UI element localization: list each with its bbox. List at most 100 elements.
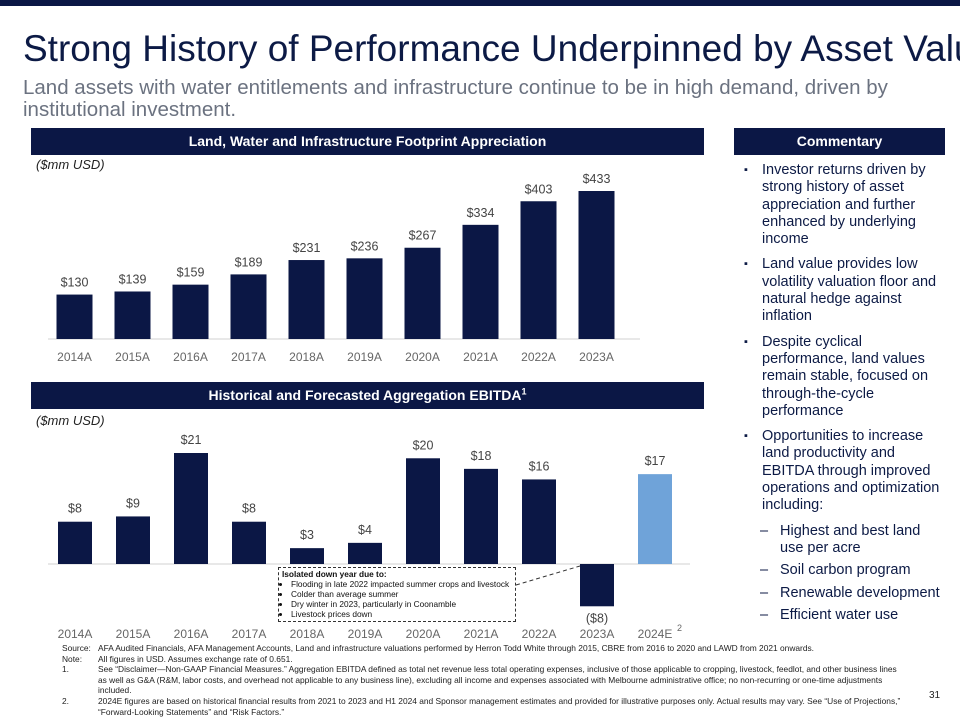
chart2-tick-label: 2022A — [522, 627, 557, 641]
chart2-bar — [116, 516, 150, 564]
chart2-tick-label: 2023A — [580, 627, 615, 641]
footnote-source: Source: AFA Audited Financials, AFA Manag… — [62, 643, 814, 653]
chart1-bar — [172, 284, 209, 339]
chart1-data-label: $236 — [351, 239, 379, 253]
commentary-title: Commentary — [796, 133, 883, 149]
chart2-data-label: $8 — [242, 502, 256, 516]
commentary-bullet: Land value provides low volatility valua… — [742, 256, 947, 325]
chart1-data-label: $159 — [177, 266, 205, 280]
chart2-bar — [290, 548, 324, 564]
chart1-data-label: $139 — [119, 272, 147, 286]
chart1-bar — [56, 294, 93, 339]
chart1: $130 2014A $139 2015A $159 2016A $189 2017A $231… — [48, 172, 640, 364]
chart1-data-label: $433 — [583, 172, 611, 186]
chart1-tick-label: 2018A — [289, 350, 324, 364]
chart2-data-label: $9 — [126, 496, 140, 510]
chart1-bar — [520, 201, 557, 339]
chart1-tick-label: 2014A — [57, 350, 92, 364]
chart1-data-label: $403 — [525, 182, 553, 196]
chart2: $8 2014A $9 2015A $21 2016A $8 2017A $3 2018A $4 20… — [48, 433, 690, 641]
chart1-bar — [230, 274, 267, 339]
chart2-tick-label: 2019A — [348, 627, 383, 641]
page-title: Strong History of Performance Underpinne… — [23, 28, 960, 69]
top-bar — [0, 0, 960, 6]
chart1-data-label: $334 — [467, 206, 495, 220]
chart2-bar — [174, 453, 208, 564]
chart2-forecast-footnote: 2 — [677, 623, 682, 633]
chart1-tick-label: 2023A — [579, 350, 614, 364]
footnote-note: Note: All figures in USD. Assumes exchang… — [62, 653, 293, 664]
chart1-tick-label: 2019A — [347, 350, 382, 364]
chart1-data-label: $130 — [61, 276, 89, 290]
commentary-bullet: Opportunities to increase land productiv… — [742, 428, 947, 514]
chart1-bar — [346, 258, 383, 339]
chart1-title-band: Land, Water and Infrastructure Footprint… — [31, 128, 704, 155]
chart1-data-label: $189 — [235, 255, 263, 269]
down-year-callout: Isolated down year due to: Flooding in l… — [278, 567, 516, 622]
commentary-sub-bullet: Soil carbon program — [742, 562, 947, 580]
chart2-data-label: $21 — [181, 433, 202, 447]
chart2-bar — [348, 542, 382, 564]
commentary-bullet: Despite cyclical performance, land value… — [742, 334, 947, 420]
chart1-tick-label: 2021A — [463, 350, 498, 364]
chart2-title-footnote: 1 — [521, 386, 527, 397]
chart2-bar — [522, 479, 556, 564]
chart2-data-label: $4 — [358, 523, 372, 537]
chart2-data-label: $8 — [68, 502, 82, 516]
callout-connector — [515, 565, 581, 586]
commentary-title-band: Commentary — [734, 128, 945, 155]
chart2-bar — [406, 458, 440, 564]
chart2-data-label: $17 — [645, 454, 666, 468]
callout-item: Dry winter in 2023, particularly in Coon… — [291, 599, 512, 609]
chart2-tick-label: 2017A — [232, 627, 267, 641]
chart2-bar — [232, 521, 266, 564]
chart1-tick-label: 2020A — [405, 350, 440, 364]
chart2-tick-label: 2016A — [174, 627, 209, 641]
commentary-sub-bullet: Efficient water use — [742, 607, 947, 625]
chart1-bar — [578, 191, 615, 339]
chart2-data-label: $20 — [413, 438, 434, 452]
chart1-data-label: $231 — [293, 241, 321, 255]
footnote-2: 2. 2024E figures are based on historical … — [62, 695, 901, 717]
commentary-bullet: Investor returns driven by strong histor… — [742, 162, 947, 248]
chart2-bar — [638, 474, 672, 564]
chart2-tick-label: 2015A — [116, 627, 151, 641]
callout-item: Flooding in late 2022 impacted summer cr… — [291, 579, 512, 589]
chart1-bar — [288, 260, 325, 339]
footnote-1: 1. See “Disclaimer—Non-GAAP Financial Mea… — [62, 664, 897, 696]
chart2-title: Historical and Forecasted Aggregation EB… — [208, 387, 522, 403]
callout-item: Colder than average summer — [291, 589, 512, 599]
chart2-data-label: ($8) — [586, 611, 608, 625]
chart2-bar — [58, 521, 92, 564]
chart2-bar — [464, 468, 498, 564]
chart2-bar — [580, 564, 614, 607]
chart1-data-label: $267 — [409, 229, 437, 243]
chart1-tick-label: 2022A — [521, 350, 556, 364]
chart2-title-band: Historical and Forecasted Aggregation EB… — [31, 382, 704, 409]
commentary-sub-bullet: Renewable development — [742, 585, 947, 603]
chart1-bar — [462, 224, 499, 339]
chart1-title: Land, Water and Infrastructure Footprint… — [188, 133, 547, 149]
page-number: 31 — [929, 690, 941, 701]
chart1-bar — [404, 247, 441, 339]
callout-item: Livestock prices down — [291, 609, 512, 619]
chart2-tick-label: 2018A — [290, 627, 325, 641]
chart1-tick-label: 2016A — [173, 350, 208, 364]
chart2-tick-label: 2020A — [406, 627, 441, 641]
chart2-tick-label: 2021A — [464, 627, 499, 641]
chart1-tick-label: 2015A — [115, 350, 150, 364]
chart1-tick-label: 2017A — [231, 350, 266, 364]
chart1-bar — [114, 291, 151, 339]
footnotes: Source: AFA Audited Financials, AFA Manag… — [62, 643, 902, 717]
chart2-data-label: $3 — [300, 528, 314, 542]
chart1-unit: ($mm USD) — [36, 157, 105, 172]
chart2-tick-label: 2024E — [638, 627, 673, 641]
chart2-tick-label: 2014A — [58, 627, 93, 641]
commentary-sub-bullet: Highest and best land use per acre — [742, 523, 947, 558]
chart2-data-label: $16 — [529, 459, 550, 473]
chart2-data-label: $18 — [471, 449, 492, 463]
commentary-panel: Investor returns driven by strong histor… — [742, 162, 947, 629]
page-subtitle: Land assets with water entitlements and … — [23, 76, 888, 121]
chart2-unit: ($mm USD) — [36, 413, 105, 428]
callout-heading: Isolated down year due to: — [282, 569, 387, 579]
